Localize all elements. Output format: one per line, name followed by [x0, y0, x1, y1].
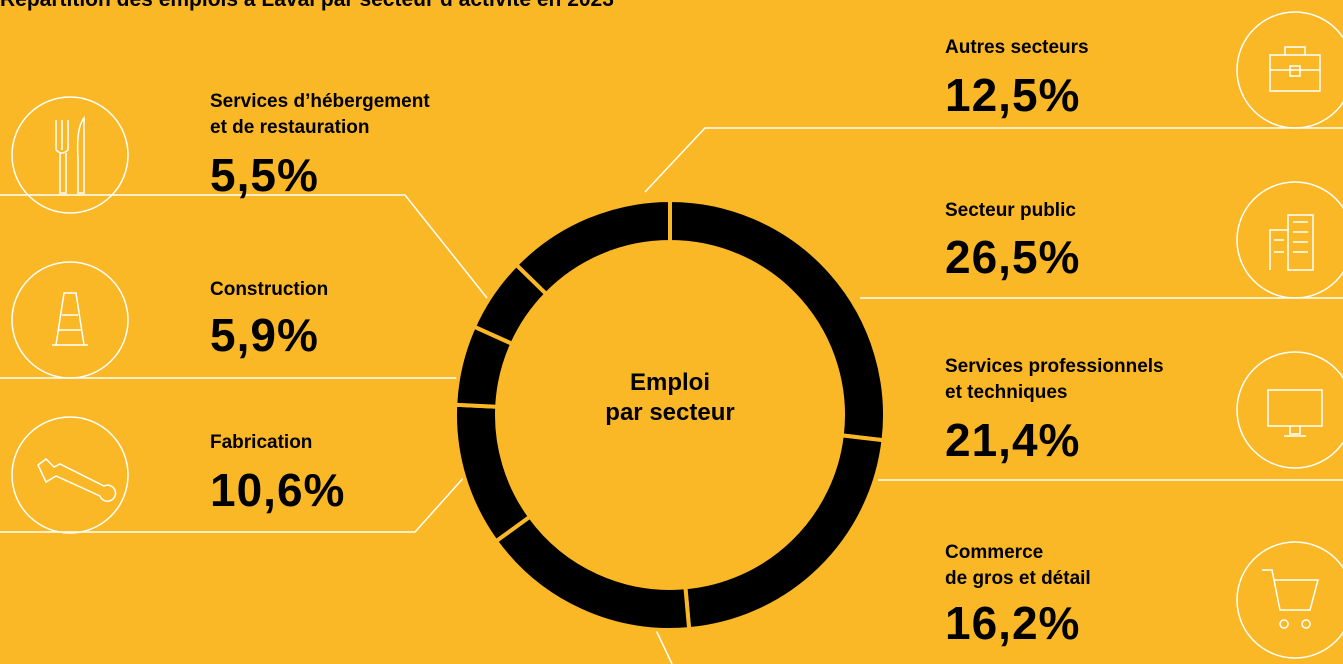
- icon-cutlery: [55, 115, 85, 194]
- category-label: Services professionnels et techniques: [945, 356, 1164, 403]
- icon-circle: [1236, 351, 1343, 469]
- value-label: 21,4%: [945, 414, 1081, 466]
- connector: [654, 627, 673, 664]
- icon-cart: [1262, 569, 1319, 629]
- category-label: Services d’hébergement et de restauratio…: [210, 91, 430, 138]
- category-label: Construction: [210, 279, 329, 300]
- value-label: 12,5%: [945, 69, 1081, 121]
- icon-circle: [1236, 11, 1343, 129]
- donut-segment: [683, 433, 886, 632]
- icon-circle: [11, 261, 129, 379]
- center-label: Emploi par secteur: [605, 369, 735, 426]
- chart-title: Répartition des emplois à Laval par sect…: [0, 0, 614, 12]
- icon-wrench: [37, 458, 117, 502]
- icon-building: [1269, 214, 1314, 271]
- icon-monitor: [1267, 389, 1323, 437]
- category-label: Secteur public: [945, 200, 1076, 221]
- value-label: 10,6%: [210, 464, 346, 516]
- category-label: Autres secteurs: [945, 37, 1089, 58]
- category-label: Fabrication: [210, 432, 313, 453]
- value-label: 16,2%: [945, 597, 1081, 649]
- donut-segment: [453, 402, 533, 545]
- connector: [0, 474, 467, 533]
- icon-circle: [11, 416, 129, 534]
- donut-segment: [513, 197, 672, 297]
- icon-circle: [1236, 541, 1343, 659]
- donut-segment: [493, 513, 692, 632]
- category-label: Commerce de gros et détail: [945, 542, 1091, 589]
- connector: [644, 127, 1343, 193]
- icons: [11, 11, 1343, 659]
- value-label: 5,5%: [210, 149, 319, 201]
- value-label: 26,5%: [945, 231, 1081, 283]
- icon-briefcase: [1269, 46, 1321, 92]
- icon-circle: [1236, 181, 1343, 299]
- connector: [0, 194, 488, 299]
- value-label: 5,9%: [210, 309, 319, 361]
- icon-circle: [11, 96, 129, 214]
- icon-cone: [52, 292, 88, 346]
